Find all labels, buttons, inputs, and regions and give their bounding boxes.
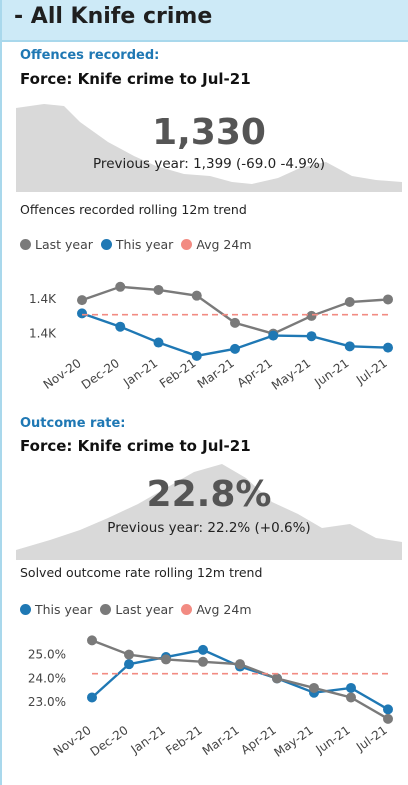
data-point-this-year[interactable]: [346, 682, 356, 693]
data-point-last-year[interactable]: [235, 659, 245, 670]
title-bar: - All Knife crime: [2, 0, 408, 42]
data-point-last-year[interactable]: [191, 290, 202, 301]
data-point-last-year[interactable]: [309, 682, 319, 693]
data-point-last-year[interactable]: [344, 297, 355, 307]
data-point-this-year[interactable]: [124, 659, 134, 670]
data-point-last-year[interactable]: [161, 654, 171, 665]
data-point-last-year[interactable]: [77, 295, 87, 306]
outcome-legend: This year Last year Avg 24m: [20, 600, 260, 618]
data-point-last-year[interactable]: [230, 317, 240, 328]
legend-item-avg-24m[interactable]: Avg 24m: [181, 601, 252, 617]
x-tick-label: Nov-20: [41, 356, 84, 392]
legend-item-last-year[interactable]: Last year: [100, 602, 173, 617]
offences-sparkline-area: [16, 104, 402, 192]
data-point-this-year[interactable]: [230, 343, 240, 354]
outcome-sparkline: [16, 464, 402, 560]
x-tick-label: Dec-20: [79, 356, 122, 392]
page-title: - All Knife crime: [14, 4, 213, 29]
x-tick-label: Mar-21: [195, 356, 237, 391]
outcome-subtitle: Force: Knife crime to Jul-21: [20, 437, 251, 455]
outcome-trend-chart: 25.0%24.0%23.0%Nov-20Dec-20Jan-21Feb-21M…: [28, 635, 393, 760]
y-tick-label: 1.4K: [29, 292, 57, 306]
x-tick-label: May-21: [271, 723, 315, 760]
data-point-last-year[interactable]: [383, 713, 393, 724]
legend-label: Last year: [35, 236, 93, 252]
data-point-this-year[interactable]: [383, 704, 393, 715]
offences-heading: Offences recorded:: [20, 48, 160, 63]
data-point-last-year[interactable]: [383, 294, 393, 305]
offences-legend: Last year This year Avg 24m: [20, 235, 260, 253]
x-tick-label: Feb-21: [157, 356, 199, 391]
x-tick-label: Nov-20: [51, 723, 94, 759]
legend-dot-avg-24m: [181, 238, 193, 250]
x-tick-label: Apr-21: [235, 356, 275, 390]
outcome-kpi-card[interactable]: 22.8% Previous year: 22.2% (+0.6%): [16, 458, 402, 560]
offences-trend-label: Offences recorded rolling 12m trend: [20, 202, 247, 217]
legend-label: Avg 24m: [196, 236, 252, 252]
data-point-this-year[interactable]: [115, 321, 126, 332]
x-tick-label: Jun-21: [311, 356, 351, 390]
x-tick-label: Dec-20: [88, 723, 131, 759]
data-point-this-year[interactable]: [306, 331, 317, 342]
x-tick-label: Jun-21: [312, 723, 352, 757]
data-point-last-year[interactable]: [153, 284, 164, 295]
legend-item-this-year[interactable]: This year: [20, 602, 92, 617]
y-tick-label: 24.0%: [28, 671, 66, 685]
legend-label: Avg 24m: [196, 601, 252, 617]
series-line-last-year: [91, 639, 389, 720]
legend-label: This year: [115, 236, 174, 252]
legend-label: Last year: [115, 601, 174, 617]
offences-subtitle: Force: Knife crime to Jul-21: [20, 70, 251, 88]
data-point-this-year[interactable]: [87, 692, 97, 703]
data-point-last-year[interactable]: [272, 673, 282, 684]
data-point-last-year[interactable]: [124, 649, 134, 660]
data-point-last-year[interactable]: [115, 281, 126, 292]
x-tick-label: Apr-21: [238, 723, 278, 757]
outcome-sparkline-area: [16, 464, 402, 560]
x-tick-label: Jul-21: [353, 723, 390, 755]
outcome-heading: Outcome rate:: [20, 416, 126, 431]
outcome-trend-label: Solved outcome rate rolling 12m trend: [20, 565, 263, 580]
x-tick-label: Mar-21: [200, 723, 242, 758]
data-point-this-year[interactable]: [77, 308, 87, 319]
data-point-this-year[interactable]: [268, 330, 279, 341]
outcome-kpi-value: 22.8%: [146, 474, 272, 515]
data-point-this-year[interactable]: [383, 342, 393, 353]
x-tick-label: Feb-21: [163, 723, 205, 758]
legend-dot-this-year: [100, 238, 112, 250]
data-point-last-year[interactable]: [306, 310, 317, 321]
data-point-last-year[interactable]: [346, 692, 356, 703]
x-tick-label: Jan-21: [128, 723, 168, 757]
legend-item-avg-24m[interactable]: Avg 24m: [181, 236, 252, 252]
outcome-previous-year: Previous year: 22.2% (+0.6%): [107, 520, 311, 536]
data-point-this-year[interactable]: [191, 350, 202, 361]
legend-dot-last-year: [20, 238, 31, 250]
data-point-this-year[interactable]: [344, 341, 355, 352]
data-point-this-year[interactable]: [198, 644, 208, 655]
y-tick-label: 25.0%: [28, 648, 66, 662]
legend-item-last-year[interactable]: Last year: [20, 237, 93, 252]
data-point-last-year[interactable]: [198, 656, 208, 667]
series-line-this-year: [91, 648, 389, 711]
legend-dot-avg-24m: [181, 603, 193, 615]
data-point-last-year[interactable]: [87, 635, 97, 646]
legend-label: This year: [35, 601, 93, 617]
legend-dot-this-year: [20, 603, 31, 615]
data-point-this-year[interactable]: [153, 337, 164, 348]
y-tick-label: 1.4K: [29, 327, 57, 341]
x-tick-label: Jul-21: [353, 356, 390, 388]
offences-previous-year: Previous year: 1,399 (-69.0 -4.9%): [93, 156, 325, 172]
offences-kpi-value: 1,330: [152, 112, 266, 153]
x-tick-label: May-21: [269, 356, 313, 393]
offences-kpi-card[interactable]: 1,330 Previous year: 1,399 (-69.0 -4.9%): [16, 96, 402, 192]
legend-dot-last-year: [100, 603, 112, 615]
offences-sparkline: [16, 104, 402, 192]
legend-item-this-year[interactable]: This year: [100, 236, 174, 252]
x-tick-label: Jan-21: [120, 356, 160, 390]
y-tick-label: 23.0%: [28, 695, 66, 709]
